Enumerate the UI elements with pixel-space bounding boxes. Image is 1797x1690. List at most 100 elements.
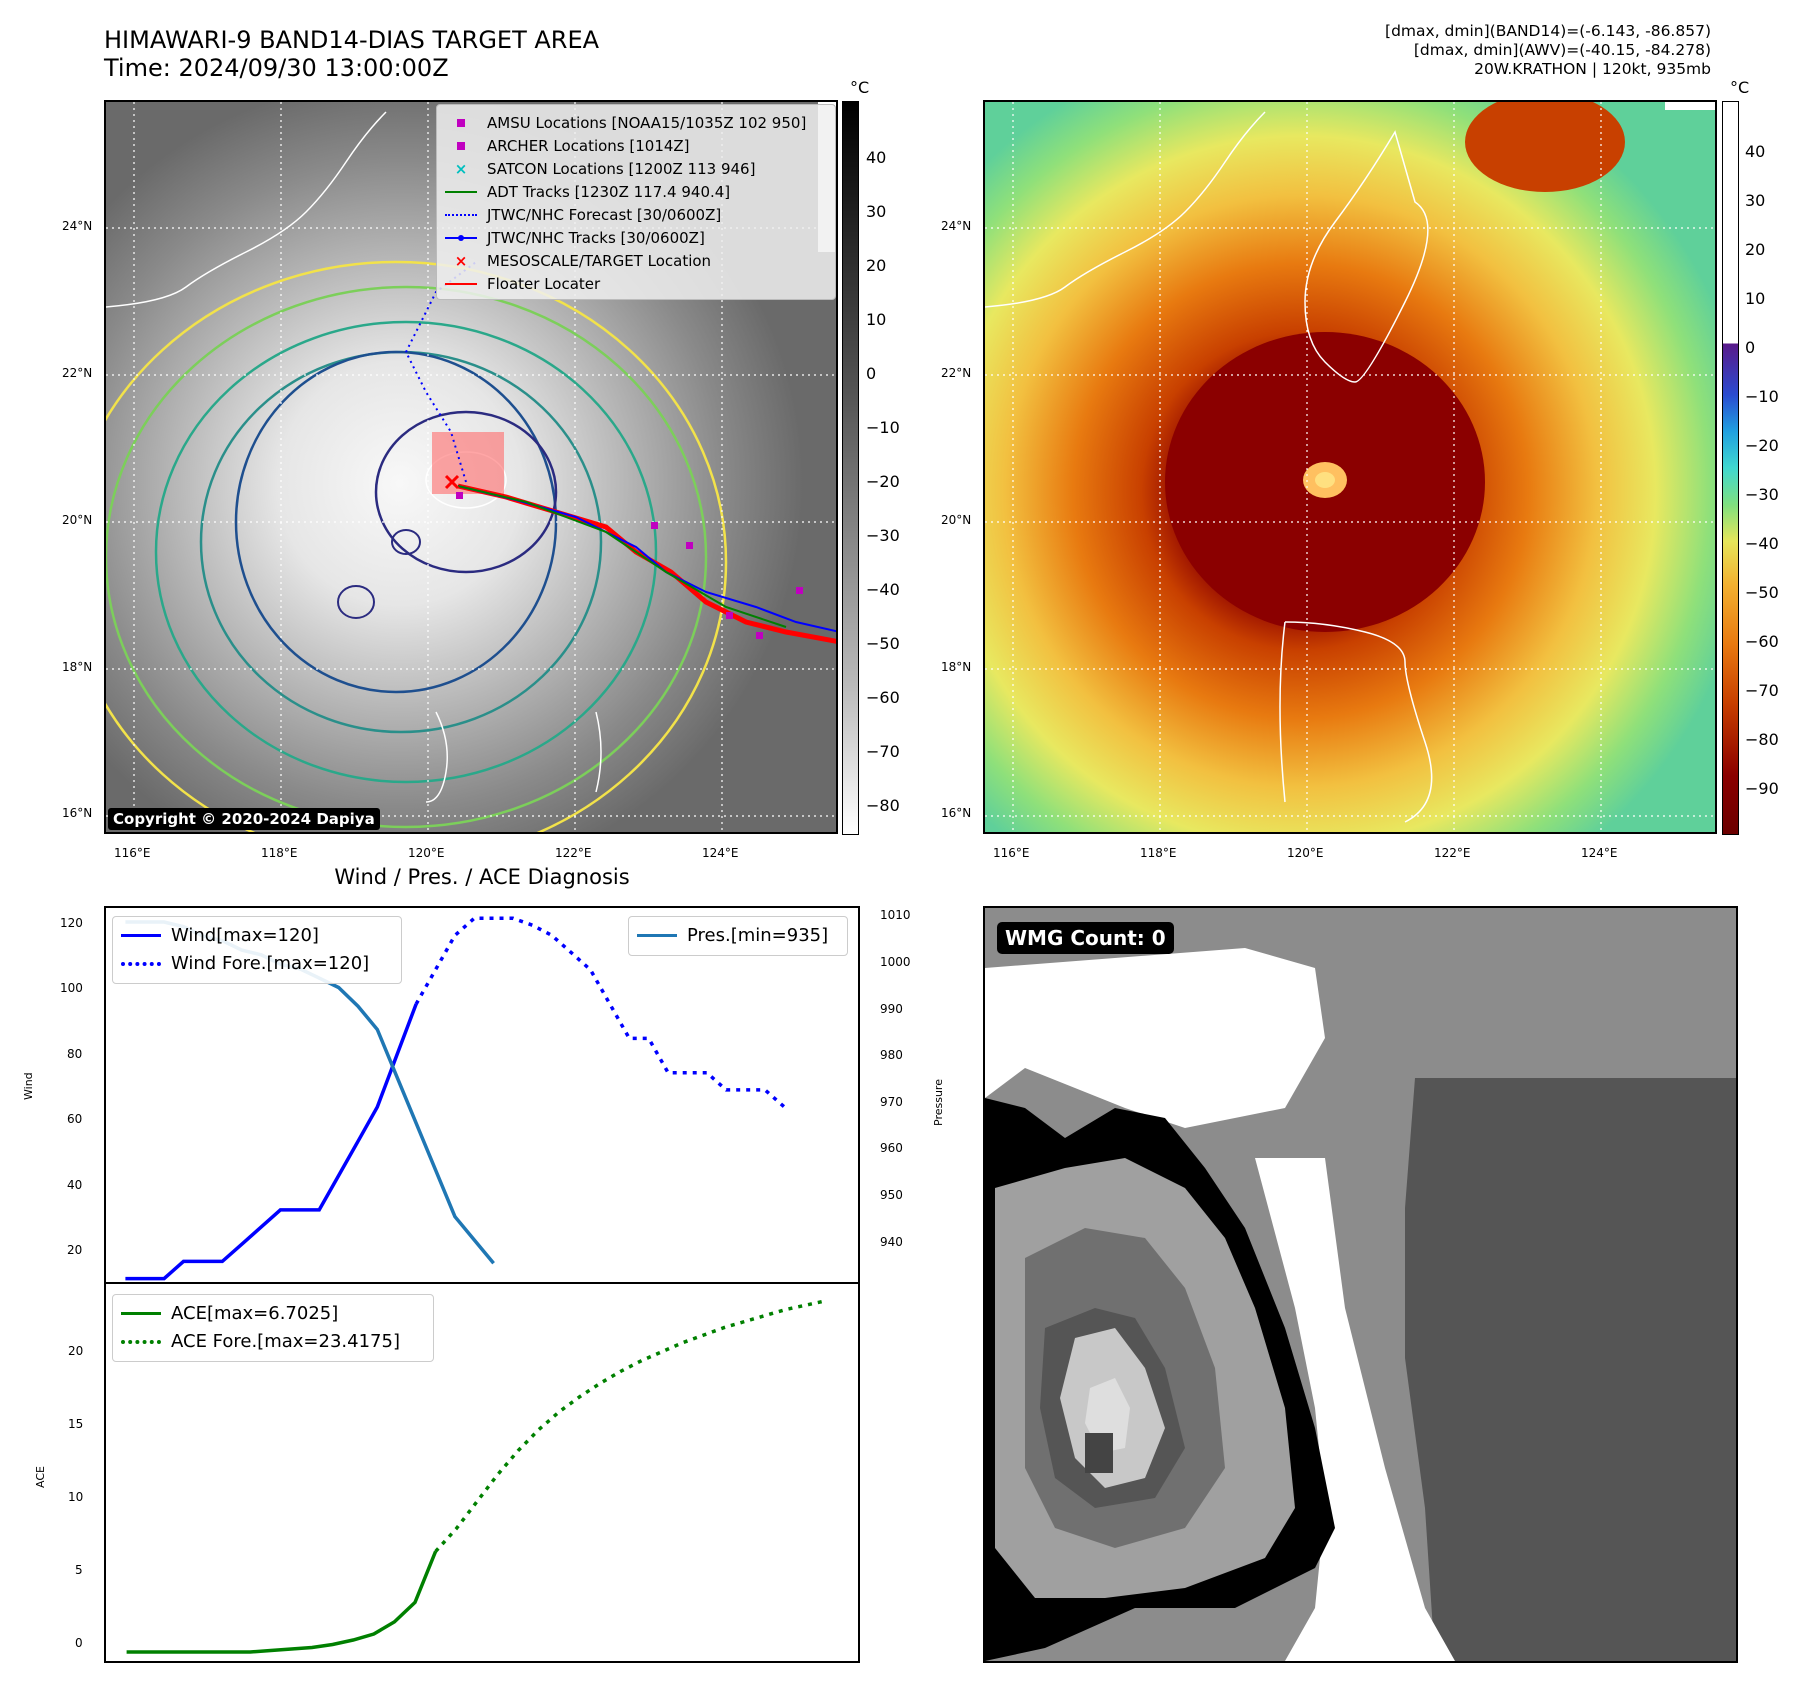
awv-lat-tick: 18°N — [941, 660, 972, 674]
pressure-ytick: 970 — [880, 1095, 903, 1109]
pressure-ytick: 1010 — [880, 908, 911, 922]
legend-amsu-label: AMSU Locations [NOAA15/1035Z 102 950] — [487, 113, 807, 132]
ir-cb-tick: 40 — [866, 148, 887, 167]
ace-ytick: 5 — [75, 1563, 83, 1577]
legend-adt-label: ADT Tracks [1230Z 117.4 940.4] — [487, 182, 731, 201]
ace-panel: ACE[max=6.7025] ACE Fore.[max=23.4175] — [104, 1282, 860, 1663]
pressure-ytick: 950 — [880, 1188, 903, 1202]
awv-lat-tick: 20°N — [941, 513, 972, 527]
ir-lat-tick: 18°N — [62, 660, 93, 674]
wmg-panel: WMG Count: 0 — [983, 906, 1738, 1663]
meta-band14-range: [dmax, dmin](BAND14)=(-6.143, -86.857) — [1385, 22, 1711, 40]
ace-line-icon — [121, 1306, 161, 1320]
ir-lon-tick: 122°E — [555, 846, 592, 860]
legend-wind: Wind[max=120] — [121, 921, 393, 949]
ir-lat-tick: 24°N — [62, 219, 93, 233]
satcon-marker-icon: × — [454, 159, 468, 178]
figure-title-block: HIMAWARI-9 BAND14-DIAS TARGET AREA Time:… — [104, 26, 599, 82]
wind-ytick: 80 — [67, 1047, 83, 1061]
pres-line-icon — [637, 928, 677, 942]
ir-lon-tick: 116°E — [114, 846, 151, 860]
awv-cb-tick: 10 — [1745, 289, 1766, 308]
legend-jtwc-tracks-label: JTWC/NHC Tracks [30/0600Z] — [487, 228, 705, 247]
wind-pres-panel: Wind[max=120] Wind Fore.[max=120] Pres.[… — [104, 906, 860, 1284]
awv-cb-tick: −70 — [1745, 681, 1779, 700]
legend-floater-label: Floater Locater — [487, 274, 601, 293]
legend-satcon: × SATCON Locations [1200Z 113 946] — [445, 157, 827, 180]
awv-map-image — [985, 102, 1715, 832]
jtwc-track-line-icon — [445, 231, 477, 245]
awv-lat-tick: 24°N — [941, 219, 972, 233]
awv-cb-tick: −20 — [1745, 436, 1779, 455]
diagnosis-title: Wind / Pres. / ACE Diagnosis — [334, 865, 630, 889]
meta-storm-info: 20W.KRATHON | 120kt, 935mb — [1474, 60, 1711, 78]
legend-archer: ARCHER Locations [1014Z] — [445, 134, 827, 157]
ace-ytick: 20 — [68, 1344, 84, 1358]
ace-ytick: 10 — [68, 1490, 84, 1504]
figure-time: Time: 2024/09/30 13:00:00Z — [104, 54, 449, 82]
pressure-ytick: 960 — [880, 1141, 903, 1155]
legend-ace: ACE[max=6.7025] — [121, 1299, 425, 1327]
legend-ace-label: ACE[max=6.7025] — [171, 1302, 339, 1324]
ace-ytick: 0 — [75, 1636, 83, 1650]
legend-archer-label: ARCHER Locations [1014Z] — [487, 136, 690, 155]
wind-ytick: 120 — [60, 916, 83, 930]
mesoscale-marker-icon: × — [454, 251, 468, 270]
wind-line-icon — [121, 928, 161, 942]
wind-ytick: 40 — [67, 1178, 83, 1192]
ir-cb-tick: 10 — [866, 310, 887, 329]
awv-cb-tick: 40 — [1745, 142, 1766, 161]
wind-series-line — [125, 1003, 418, 1281]
legend-floater: Floater Locater — [445, 272, 827, 295]
wind-ytick: 20 — [67, 1243, 83, 1257]
awv-lat-tick: 22°N — [941, 366, 972, 380]
pressure-ytick: 980 — [880, 1048, 903, 1062]
awv-cb-tick: −90 — [1745, 779, 1779, 798]
ir-cb-tick: 0 — [866, 364, 877, 383]
figure-meta-block: [dmax, dmin](BAND14)=(-6.143, -86.857) [… — [1385, 22, 1711, 79]
awv-lon-tick: 116°E — [993, 846, 1030, 860]
legend-mesoscale: × MESOSCALE/TARGET Location — [445, 249, 827, 272]
ir-cb-tick: −50 — [866, 634, 900, 653]
ir-cb-tick: −10 — [866, 418, 900, 437]
awv-lat-tick: 16°N — [941, 806, 972, 820]
legend-jtwc-tracks: JTWC/NHC Tracks [30/0600Z] — [445, 226, 827, 249]
awv-cb-tick: −30 — [1745, 485, 1779, 504]
legend-satcon-label: SATCON Locations [1200Z 113 946] — [487, 159, 756, 178]
ir-lon-tick: 120°E — [408, 846, 445, 860]
awv-cb-tick: 0 — [1745, 338, 1756, 357]
ir-lat-tick: 20°N — [62, 513, 93, 527]
ace-fore-line-icon — [121, 1334, 161, 1348]
ir-cb-tick: 20 — [866, 256, 887, 275]
ace-series-line — [126, 1550, 438, 1654]
copyright-label: Copyright © 2020-2024 Dapiya — [108, 808, 380, 830]
archer-marker-icon — [445, 139, 477, 153]
legend-amsu: AMSU Locations [NOAA15/1035Z 102 950] — [445, 111, 827, 134]
legend-wind-label: Wind[max=120] — [171, 924, 319, 946]
ir-cb-tick: −40 — [866, 580, 900, 599]
wind-ylabel: Wind — [22, 1072, 35, 1100]
wind-fore-line-icon — [121, 956, 161, 970]
awv-lon-tick: 122°E — [1434, 846, 1471, 860]
legend-pres-label: Pres.[min=935] — [687, 924, 829, 946]
awv-cb-tick: −80 — [1745, 730, 1779, 749]
amsu-marker-icon — [445, 116, 477, 130]
awv-colorbar-unit: °C — [1730, 78, 1750, 97]
legend-wind-fore: Wind Fore.[max=120] — [121, 949, 393, 977]
pressure-ytick: 1000 — [880, 955, 911, 969]
legend-adt: ADT Tracks [1230Z 117.4 940.4] — [445, 180, 827, 203]
floater-line-icon — [445, 277, 477, 291]
legend-ace-fore: ACE Fore.[max=23.4175] — [121, 1327, 425, 1355]
pressure-ylabel: Pressure — [932, 1079, 945, 1126]
legend-wind-fore-label: Wind Fore.[max=120] — [171, 952, 370, 974]
ir-colorbar-unit: °C — [850, 78, 870, 97]
awv-lon-tick: 118°E — [1140, 846, 1177, 860]
pres-legend: Pres.[min=935] — [628, 916, 848, 956]
pressure-ytick: 990 — [880, 1002, 903, 1016]
ir-map-legend: AMSU Locations [NOAA15/1035Z 102 950] AR… — [436, 104, 836, 300]
meta-awv-range: [dmax, dmin](AWV)=(-40.15, -84.278) — [1413, 41, 1711, 59]
awv-cb-tick: −40 — [1745, 534, 1779, 553]
ir-lat-tick: 22°N — [62, 366, 93, 380]
ir-cb-tick: 30 — [866, 202, 887, 221]
ir-lat-tick: 16°N — [62, 806, 93, 820]
